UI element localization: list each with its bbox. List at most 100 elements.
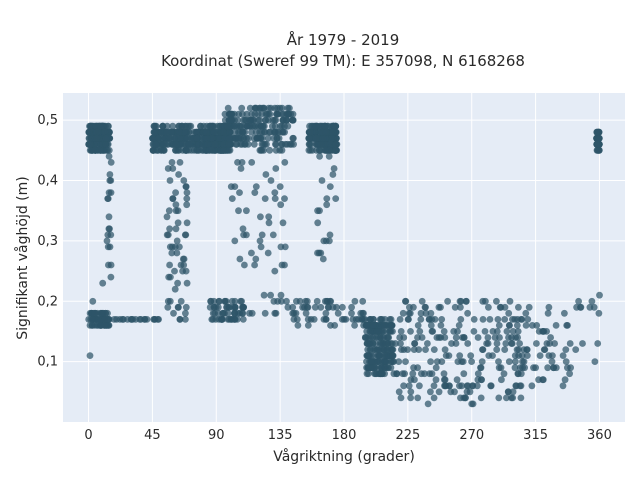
data-point <box>395 358 403 365</box>
data-point <box>417 309 425 317</box>
data-point <box>289 303 297 311</box>
data-point <box>430 382 438 390</box>
data-point <box>481 328 489 335</box>
data-point <box>105 189 113 197</box>
data-point <box>407 388 415 396</box>
data-point <box>183 189 191 197</box>
data-point <box>376 316 384 323</box>
y-tick-label: 0,5 <box>37 113 58 128</box>
data-point <box>319 134 327 142</box>
data-point <box>381 316 389 323</box>
data-point <box>450 328 458 335</box>
data-point <box>293 316 301 323</box>
data-point <box>183 201 191 209</box>
data-point <box>503 394 510 402</box>
data-point <box>396 316 404 323</box>
data-point <box>207 297 215 305</box>
data-point <box>208 316 216 323</box>
data-point <box>407 328 414 335</box>
data-point <box>281 128 288 136</box>
data-point <box>325 153 333 160</box>
data-point <box>321 122 329 130</box>
data-point <box>281 195 288 203</box>
data-point <box>551 340 558 347</box>
data-point <box>170 309 177 317</box>
data-point <box>320 316 328 323</box>
x-axis-label: Vågriktning (grader) <box>273 448 415 465</box>
data-point <box>511 316 519 323</box>
data-point <box>240 303 247 311</box>
data-point <box>418 334 426 341</box>
data-point <box>351 322 358 329</box>
data-point <box>479 316 487 323</box>
data-point <box>287 110 295 118</box>
data-point <box>252 255 260 263</box>
y-axis-label: Signifikant våghöjd (m) <box>14 176 31 339</box>
data-point <box>107 261 115 269</box>
data-point <box>484 334 492 341</box>
data-point <box>188 146 195 154</box>
data-point <box>235 134 243 142</box>
data-point <box>163 128 171 136</box>
data-point <box>515 303 522 311</box>
data-point <box>478 358 486 365</box>
data-point <box>595 309 603 317</box>
chart-title-line2: Koordinat (Sweref 99 TM): E 357098, N 61… <box>161 52 525 70</box>
data-point <box>241 261 248 269</box>
data-point <box>228 195 236 203</box>
data-point <box>455 322 463 329</box>
data-point <box>185 140 193 148</box>
data-point <box>271 309 279 317</box>
data-point <box>184 134 191 142</box>
data-point <box>243 207 250 215</box>
data-point <box>176 128 183 136</box>
data-point <box>513 322 521 329</box>
data-point <box>470 316 478 323</box>
data-point <box>262 116 270 124</box>
data-point <box>382 364 389 372</box>
data-point <box>169 195 177 203</box>
data-point <box>550 364 558 372</box>
data-point <box>433 358 441 365</box>
data-point <box>243 231 250 239</box>
data-point <box>284 303 292 311</box>
data-point <box>257 213 264 221</box>
data-point <box>464 309 471 317</box>
data-point <box>244 140 252 148</box>
data-point <box>402 358 409 365</box>
data-point <box>86 140 94 148</box>
data-point <box>164 165 172 172</box>
data-point <box>435 388 443 396</box>
data-point <box>165 207 173 215</box>
data-point <box>322 309 330 317</box>
data-point <box>86 146 94 154</box>
data-point <box>364 346 372 353</box>
data-point <box>89 297 97 305</box>
data-point <box>224 122 231 130</box>
data-point <box>384 334 392 341</box>
data-point <box>318 177 326 184</box>
data-point <box>329 171 337 178</box>
data-point <box>399 309 407 317</box>
data-point <box>160 140 168 148</box>
data-point <box>317 140 325 148</box>
data-point <box>503 328 511 335</box>
data-point <box>149 134 157 142</box>
data-point <box>182 309 189 317</box>
data-point <box>239 225 247 233</box>
data-point <box>462 297 470 305</box>
data-point <box>515 346 522 353</box>
data-point <box>248 309 256 317</box>
data-point <box>101 322 108 329</box>
data-point <box>230 316 238 323</box>
data-point <box>520 346 528 353</box>
data-point <box>359 297 367 305</box>
data-point <box>440 370 448 378</box>
data-point <box>168 159 176 166</box>
data-point <box>252 183 260 191</box>
data-point <box>180 255 188 263</box>
data-point <box>362 334 369 341</box>
data-point <box>369 322 377 329</box>
data-point <box>174 303 182 311</box>
data-point <box>265 219 273 227</box>
